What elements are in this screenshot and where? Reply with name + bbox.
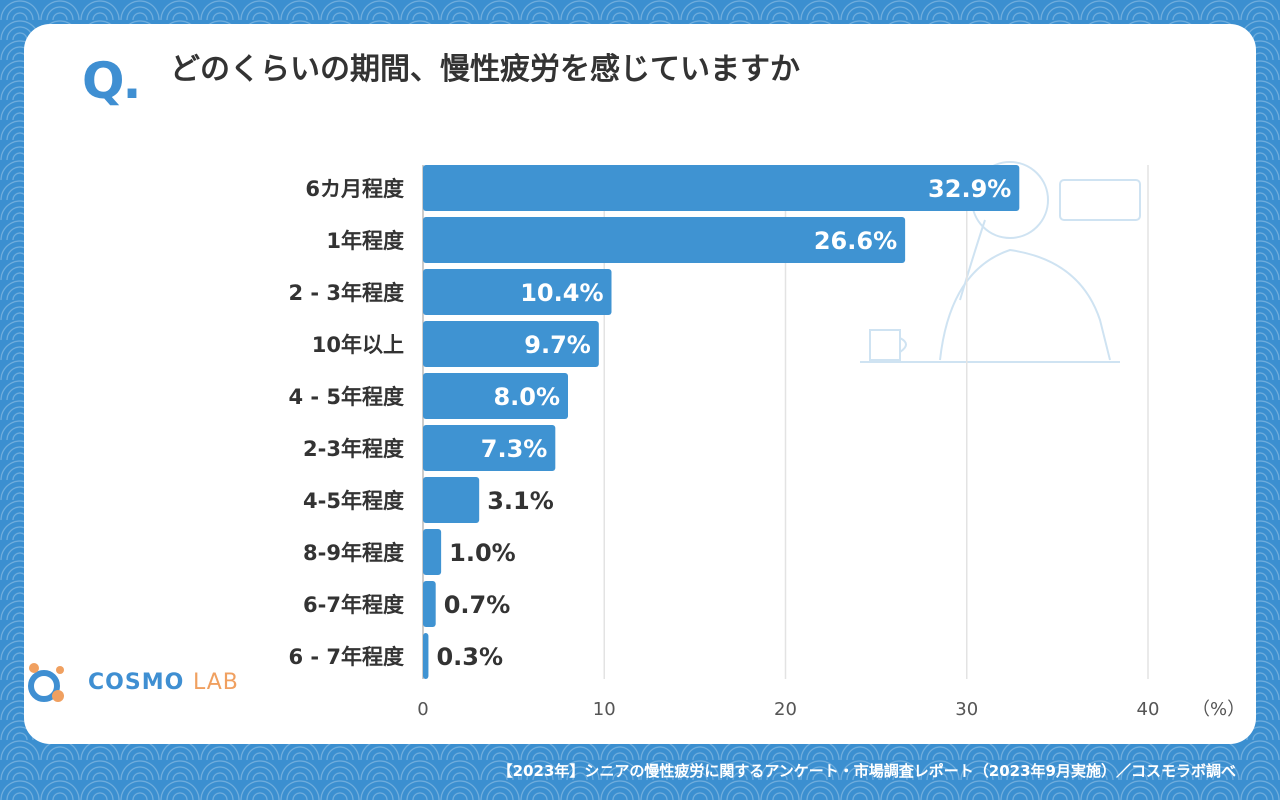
bar	[423, 165, 1020, 211]
data-label: 10.4%	[520, 279, 603, 307]
cosmo-lab-logo: COSMO LAB	[24, 660, 239, 704]
category-label: 10年以上	[312, 333, 404, 357]
x-axis-unit-label: （%）	[1192, 699, 1245, 720]
logo-name: COSMO	[88, 669, 185, 695]
category-label: 8-9年程度	[303, 541, 404, 565]
category-label: 4 - 5年程度	[288, 385, 404, 409]
bar	[423, 269, 612, 315]
cosmo-lab-logo-icon	[28, 663, 64, 702]
data-label: 1.0%	[449, 539, 516, 567]
category-label: 6-7年程度	[303, 593, 404, 617]
data-label: 0.7%	[444, 591, 511, 619]
question-mark: Q.	[82, 52, 141, 110]
x-tick-label: 30	[955, 699, 978, 720]
bar	[423, 581, 436, 627]
x-tick-label: 40	[1137, 699, 1160, 720]
bar	[423, 321, 599, 367]
footer-source: 【2023年】シニアの慢性疲労に関するアンケート・市場調査レポート（2023年9…	[497, 762, 1236, 780]
data-label: 0.3%	[436, 643, 503, 671]
category-label: 4-5年程度	[303, 489, 404, 513]
data-label: 32.9%	[928, 175, 1011, 203]
question-title: どのくらいの期間、慢性疲労を感じていますか	[170, 52, 800, 87]
x-tick-label: 0	[417, 699, 428, 720]
bar	[423, 425, 556, 471]
data-label: 9.7%	[524, 331, 591, 359]
data-label: 3.1%	[487, 487, 554, 515]
chart-card	[24, 24, 1256, 744]
category-label: 2-3年程度	[303, 437, 404, 461]
category-label: 6 - 7年程度	[288, 645, 404, 669]
category-label: 2 - 3年程度	[288, 281, 404, 305]
bar	[423, 373, 568, 419]
bar	[423, 529, 442, 575]
data-label: 7.3%	[481, 435, 548, 463]
logo-text: COSMO LAB	[88, 670, 239, 695]
category-label: 1年程度	[326, 229, 404, 253]
x-tick-label: 10	[593, 699, 616, 720]
logo-suffix: LAB	[192, 669, 239, 695]
bar	[423, 633, 429, 679]
bar	[423, 477, 480, 523]
x-tick-label: 20	[774, 699, 797, 720]
bar	[423, 217, 906, 263]
data-label: 26.6%	[814, 227, 897, 255]
data-label: 8.0%	[493, 383, 560, 411]
category-label: 6カ月程度	[305, 177, 404, 201]
tired-senior-illustration	[860, 161, 1141, 363]
